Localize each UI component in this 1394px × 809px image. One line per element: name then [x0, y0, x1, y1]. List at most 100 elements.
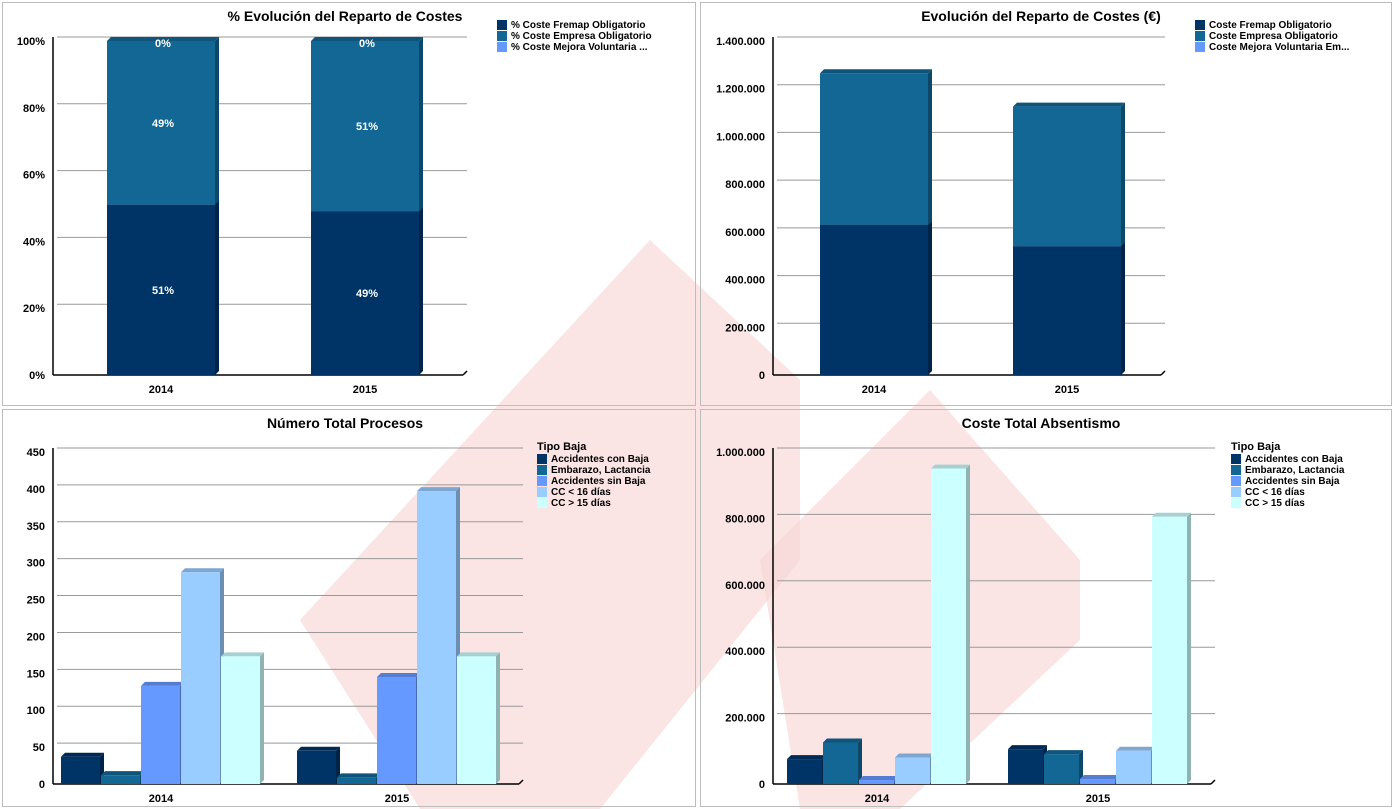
chart-title: Coste Total Absentismo [962, 415, 1121, 431]
legend-label: Accidentes sin Baja [551, 476, 646, 487]
bar-segment-side [1121, 102, 1125, 247]
y-tick-label: 0 [759, 779, 765, 791]
legend-label: Coste Mejora Voluntaria Em... [1209, 42, 1350, 53]
bar-segment [1013, 106, 1121, 247]
chart-svg: % Evolución del Reparto de Costes 0% 20% 40… [17, 8, 652, 396]
bar-segment-side [419, 37, 423, 212]
x-axis-depth [1160, 370, 1166, 376]
y-tick-label: 0 [39, 779, 45, 791]
bar-top [61, 752, 104, 757]
legend-swatch [497, 20, 507, 30]
data-label: 51% [356, 121, 378, 133]
x-tick-label: 2015 [353, 384, 377, 396]
bar-side [336, 746, 340, 784]
y-tick-label: 40% [23, 236, 45, 248]
bar-top [417, 487, 460, 492]
legend-swatch [1231, 476, 1241, 486]
bar [1080, 779, 1115, 784]
y-tick-label: 600.000 [725, 580, 765, 592]
y-tick-label: 800.000 [725, 513, 765, 525]
legend-swatch [497, 42, 507, 52]
chart-svg: Número Total Procesos 0 50 100 150 200 250 300 3… [27, 415, 651, 805]
legend-swatch [537, 465, 547, 475]
y-tick-label: 200.000 [725, 322, 765, 334]
legend-label: Accidentes con Baja [551, 454, 649, 465]
chart-svg: Coste Total Absentismo 0 200.000 400.000 600… [716, 415, 1345, 805]
bar [823, 742, 858, 784]
legend-swatch [1195, 42, 1205, 52]
chart-panel-cost-distribution-euro: Evolución del Reparto de Costes (€) 0 200.… [700, 2, 1392, 406]
bar [787, 759, 822, 784]
legend-label: CC < 16 días [551, 487, 611, 498]
y-tick-label: 600.000 [725, 227, 765, 239]
y-tick-label: 100 [27, 705, 45, 717]
bar-top [457, 652, 500, 657]
legend-label: CC > 15 días [1245, 498, 1305, 509]
x-tick-label: 2014 [862, 384, 887, 396]
x-tick-label: 2015 [1086, 793, 1110, 805]
legend-swatch [497, 31, 507, 41]
bar-segment [311, 211, 419, 375]
bar-segment-top [1013, 102, 1125, 107]
bar-top [297, 746, 340, 751]
y-tick-label: 150 [27, 668, 45, 680]
bar [141, 685, 180, 784]
y-tick-label: 400.000 [725, 275, 765, 287]
bar-top [1008, 745, 1047, 750]
bar-segment-side [928, 220, 932, 375]
legend-title: Tipo Baja [1231, 441, 1281, 453]
chart-title: Evolución del Reparto de Costes (€) [921, 8, 1161, 24]
bar-segment-top [311, 37, 423, 41]
bar [377, 677, 416, 784]
bar [457, 656, 496, 784]
legend-swatch [1195, 31, 1205, 41]
legend-swatch [537, 498, 547, 508]
bar [1152, 516, 1187, 784]
y-tick-label: 1.200.000 [716, 84, 765, 96]
bar [859, 780, 894, 784]
bar-segment [107, 204, 215, 375]
bar [181, 572, 220, 784]
chart-title: % Evolución del Reparto de Costes [228, 8, 463, 24]
legend-label: Coste Empresa Obligatorio [1209, 31, 1338, 42]
bar-side [260, 652, 264, 784]
legend-swatch [1195, 20, 1205, 30]
legend-label: Accidentes sin Baja [1245, 476, 1340, 487]
bar-side [1079, 750, 1083, 784]
data-label: 49% [356, 288, 378, 300]
bar-segment [820, 224, 928, 375]
y-tick-label: 400 [27, 484, 45, 496]
data-label: 0% [155, 38, 171, 50]
bar-top [787, 755, 826, 760]
bar-segment [311, 41, 419, 212]
y-tick-label: 0 [759, 370, 765, 382]
bar-top [1116, 746, 1155, 751]
bar-segment-top [107, 37, 219, 41]
legend-label: % Coste Fremap Obligatorio [511, 20, 645, 31]
bar-top [1044, 750, 1083, 755]
legend-label: Embarazo, Lactancia [551, 465, 651, 476]
chart-svg: Evolución del Reparto de Costes (€) 0 200.… [716, 8, 1350, 396]
bar-side [496, 652, 500, 784]
y-tick-label: 80% [23, 103, 45, 115]
bar-top [859, 776, 898, 781]
y-tick-label: 450 [27, 447, 45, 459]
bar-top [377, 673, 420, 678]
y-tick-label: 20% [23, 303, 45, 315]
y-tick-label: 350 [27, 521, 45, 533]
bar-top [181, 568, 224, 573]
bar [417, 491, 456, 784]
y-tick-label: 1.400.000 [716, 36, 765, 48]
y-tick-label: 200 [27, 631, 45, 643]
y-tick-label: 100% [17, 36, 45, 48]
legend-label: CC < 16 días [1245, 487, 1305, 498]
data-label: 0% [359, 38, 375, 50]
bar-top [931, 464, 970, 469]
bar-segment-side [419, 207, 423, 375]
bar [297, 750, 336, 784]
y-tick-label: 60% [23, 170, 45, 182]
x-tick-label: 2014 [149, 384, 174, 396]
legend-label: Coste Fremap Obligatorio [1209, 20, 1332, 31]
bar [337, 777, 376, 784]
legend-label: Accidentes con Baja [1245, 454, 1343, 465]
